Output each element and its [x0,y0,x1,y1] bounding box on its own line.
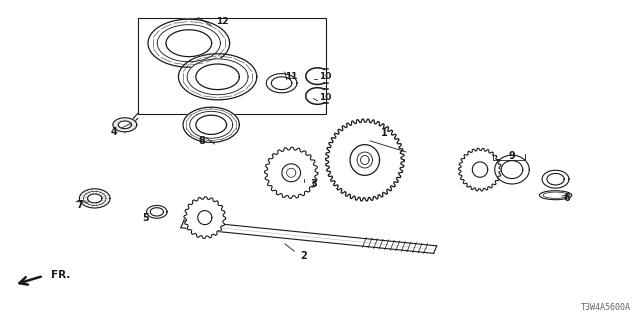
Text: 7: 7 [77,200,83,210]
Polygon shape [79,189,110,208]
Text: 12: 12 [216,17,229,26]
Polygon shape [495,155,529,184]
Polygon shape [540,191,572,200]
Text: 3: 3 [310,179,317,189]
Text: T3W4A5600A: T3W4A5600A [580,303,630,312]
Bar [138,18,326,114]
Polygon shape [198,211,212,225]
Text: 10: 10 [319,93,332,102]
Polygon shape [166,30,212,57]
Polygon shape [282,164,301,182]
Text: 6: 6 [564,193,570,203]
Polygon shape [271,77,292,90]
Polygon shape [147,205,167,218]
Text: 5: 5 [143,213,149,223]
Polygon shape [350,145,380,175]
Polygon shape [179,54,257,100]
Polygon shape [187,59,248,95]
Polygon shape [183,107,239,142]
Text: 10: 10 [319,72,332,81]
Polygon shape [148,19,230,67]
Text: 2: 2 [301,251,307,261]
Polygon shape [157,25,220,62]
Polygon shape [472,162,488,177]
Text: 9: 9 [509,151,515,161]
Text: 1: 1 [381,128,387,138]
Polygon shape [196,115,227,134]
Polygon shape [189,111,233,138]
Polygon shape [118,121,131,129]
Polygon shape [542,170,569,188]
Polygon shape [150,208,163,216]
Polygon shape [458,148,502,191]
Polygon shape [501,161,523,179]
Polygon shape [196,64,239,90]
Polygon shape [113,118,137,132]
Polygon shape [266,74,297,93]
Text: 8: 8 [198,136,205,146]
Polygon shape [88,194,102,203]
Text: 11: 11 [285,72,298,81]
Polygon shape [181,220,436,253]
Polygon shape [547,173,564,185]
Text: FR.: FR. [51,269,70,280]
Polygon shape [264,147,318,198]
Polygon shape [184,197,226,238]
Text: 4: 4 [111,127,117,137]
Polygon shape [326,119,404,201]
